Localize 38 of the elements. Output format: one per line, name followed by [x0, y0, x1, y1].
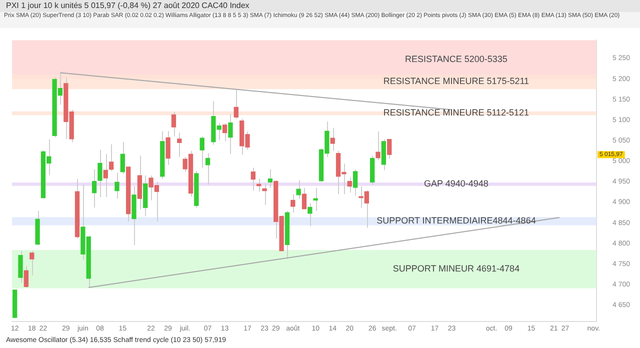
- candlestick: [108, 144, 114, 172]
- candlestick: [30, 250, 34, 276]
- candlestick: [381, 138, 386, 171]
- band-label: RESISTANCE MINEURE 5175-5211: [383, 76, 530, 86]
- candlestick: [177, 132, 182, 158]
- candlestick: [330, 127, 335, 152]
- candlestick: [166, 130, 170, 166]
- candlestick: [262, 182, 267, 206]
- candlestick: [387, 138, 392, 160]
- chart-title: PXI 1 jour 10 k unités 5 015,97 (-0,84 %) 27 août 2020 CAC40 Index: [0, 0, 640, 12]
- candlestick: [250, 167, 256, 192]
- band-label: SUPPORT INTERMEDIAIRE4844-4864: [376, 216, 536, 226]
- candlestick: [234, 88, 238, 120]
- candlestick: [268, 168, 273, 188]
- candlestick: [114, 172, 120, 200]
- candlestick: [103, 154, 108, 198]
- candlestick: [302, 187, 307, 210]
- band-label: RESISTANCE 5200-5335: [405, 54, 508, 64]
- candlestick: [352, 169, 358, 196]
- candlestick: [296, 180, 301, 200]
- candlestick: [92, 168, 97, 208]
- band-label: GAP 4940-4948: [424, 178, 488, 189]
- candlestick: [347, 176, 352, 193]
- candlestick: [205, 152, 210, 186]
- candlestick: [290, 194, 296, 214]
- candlestick: [24, 266, 29, 288]
- candlestick: [228, 114, 233, 155]
- candlestick: [308, 202, 312, 227]
- band-label: SUPPORT MINEUR 4691-4784: [392, 264, 520, 274]
- candlestick: [137, 155, 142, 210]
- candlestick: [222, 122, 228, 142]
- candlestick: [200, 136, 204, 168]
- candlestick: [18, 250, 23, 284]
- candlestick: [376, 131, 380, 161]
- candlestick: [98, 149, 102, 198]
- candlestick: [120, 141, 125, 174]
- band-label: RESISTANCE MINEURE 5112-5121: [383, 108, 530, 118]
- candlestick: [171, 111, 176, 137]
